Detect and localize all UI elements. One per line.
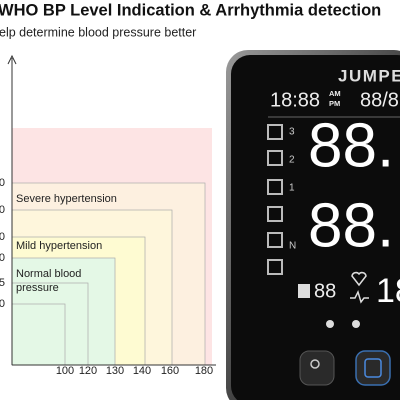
pulse: 18: [376, 272, 400, 310]
level: N: [289, 241, 296, 252]
user-icon: [352, 320, 360, 328]
zones: [11, 128, 212, 366]
memory-icon: [298, 284, 310, 298]
zone-label: Severe hypertension: [16, 193, 117, 205]
y-tick-label: 0: [0, 204, 5, 216]
title: WHO BP Level Indication & Arrhythmia det…: [0, 1, 381, 19]
x-ticks: 100 120 130 140 160 180: [56, 365, 213, 377]
level: 2: [289, 155, 295, 166]
y-tick-label: 5: [0, 277, 5, 289]
zone-label: Mild hypertension: [16, 240, 102, 252]
y-tick-label: 0: [0, 177, 5, 189]
power-button[interactable]: [355, 350, 391, 386]
x-tick-label: 180: [195, 365, 213, 377]
x-tick-label: 120: [79, 365, 97, 377]
level-bar: [267, 150, 283, 166]
level: 3: [289, 127, 295, 138]
user-glyph: [310, 359, 320, 369]
level-bar: [267, 124, 283, 140]
systolic: 88.: [308, 111, 394, 180]
subtitle: elp determine blood pressure better: [0, 25, 196, 39]
pm: PM: [329, 99, 340, 108]
zone-label: pressure: [16, 282, 59, 294]
x-tick-label: 140: [133, 365, 151, 377]
x-tick-label: 100: [56, 365, 74, 377]
arrow: [7, 54, 17, 65]
level-bar: [267, 232, 283, 248]
level-bar: [267, 179, 283, 195]
diastolic: 88.: [308, 191, 394, 260]
x-tick-label: 160: [161, 365, 179, 377]
power-glyph: [364, 358, 382, 378]
date: 88/8: [360, 89, 399, 111]
y-ticks: 0 0 0 0 5 0: [0, 177, 5, 310]
level: 1: [289, 183, 295, 194]
y-tick-label: 0: [0, 231, 5, 243]
am: AM: [329, 89, 341, 98]
x-tick-label: 130: [106, 365, 124, 377]
zone: [11, 303, 66, 366]
time: 18:88: [270, 89, 320, 111]
device-face: [231, 55, 400, 400]
brand: JUMPE: [338, 66, 400, 85]
y-tick-label: 0: [0, 298, 5, 310]
memory: 88: [314, 280, 336, 302]
y-tick-label: 0: [0, 252, 5, 264]
pulse-icon: [350, 289, 369, 304]
zone-label: Normal blood: [16, 268, 81, 280]
level-bar: [267, 259, 283, 275]
heart-icon: [351, 271, 367, 287]
level-bar: [267, 206, 283, 222]
user-icon: [326, 320, 334, 328]
level-bars: [267, 124, 283, 275]
